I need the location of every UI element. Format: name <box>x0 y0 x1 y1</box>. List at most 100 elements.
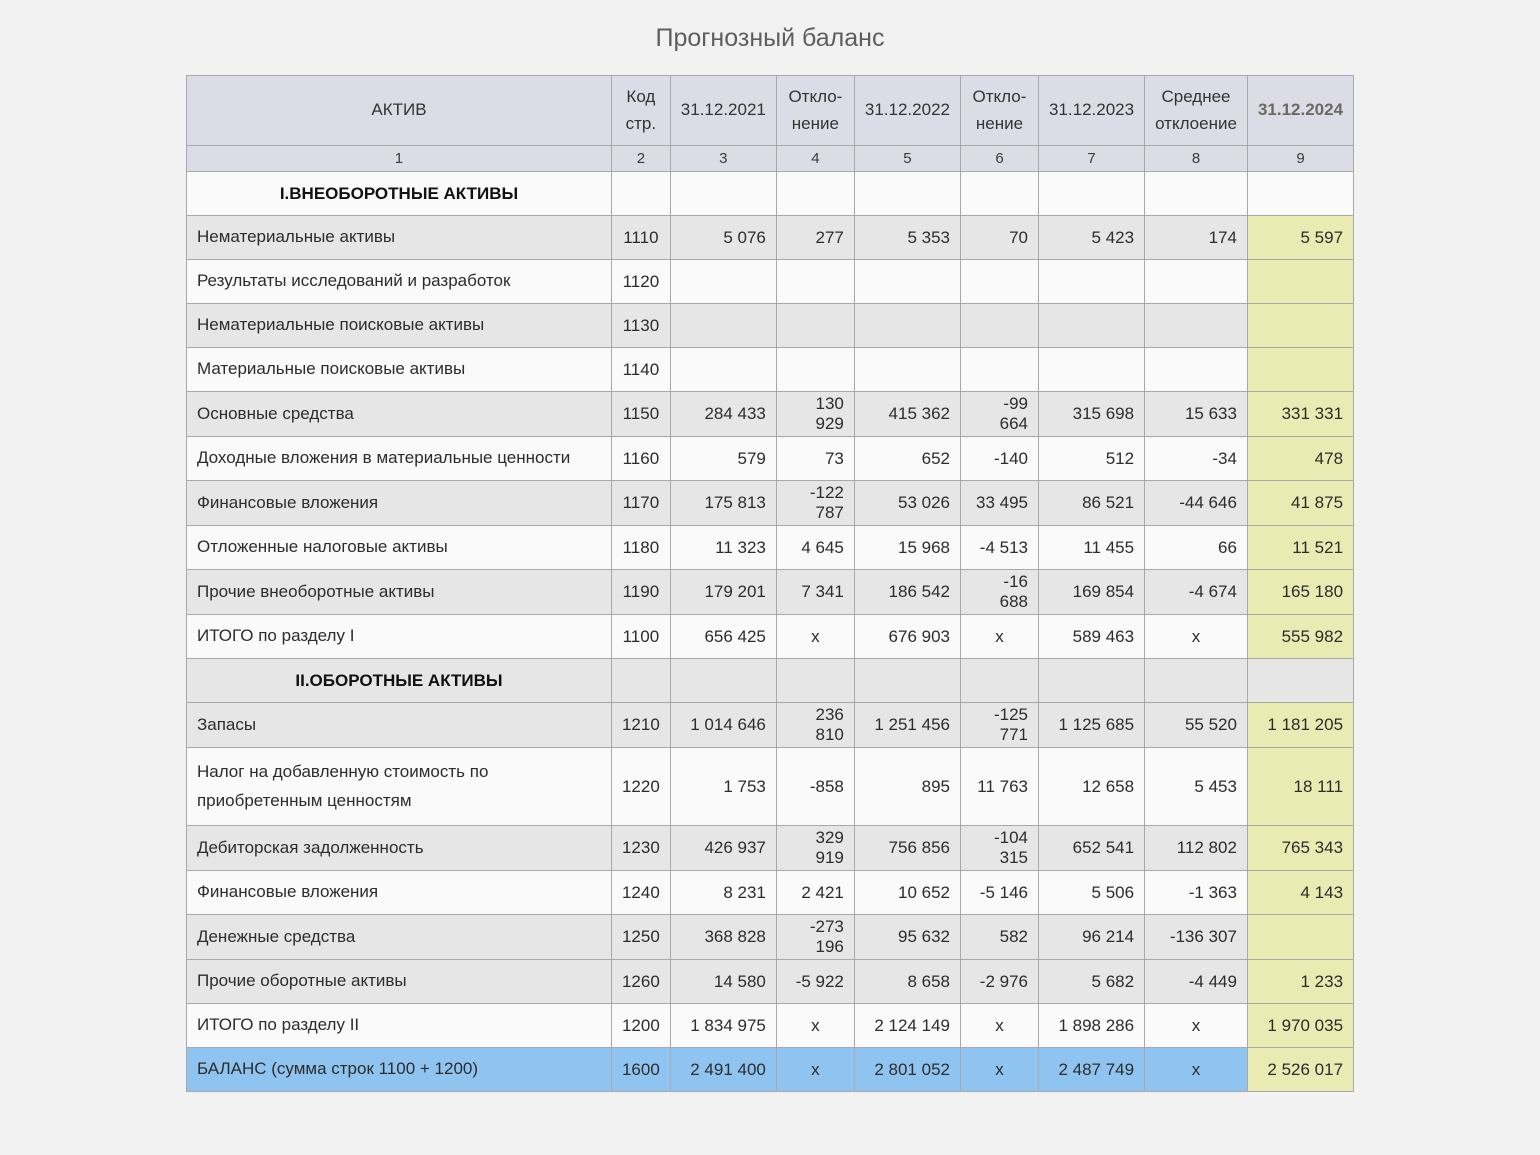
table-head: АКТИВ Код стр. 31.12.2021 Откло- нение 31.12… <box>185 75 1355 172</box>
col-header-dev1: Откло- нение <box>775 75 855 146</box>
data-row: Прочие оборотные активы 1260 14 580 -5 922 8… <box>185 959 1355 1004</box>
data-row: Финансовые вложения 1240 8 231 2 421 10 652-… <box>185 870 1355 915</box>
value-cell-y2023: 86 521 <box>1037 480 1146 526</box>
value-cell-y2021: 175 813 <box>669 480 777 526</box>
asset-name-cell: БАЛАНС (сумма строк 1100 + 1200) <box>185 1047 612 1092</box>
value-cell-y2022: 756 856 <box>853 825 961 871</box>
col-header-aktiv: АКТИВ <box>185 75 612 146</box>
forecast-balance-table: АКТИВ Код стр. 31.12.2021 Откло- нение 31.12… <box>185 75 1355 1092</box>
value-cell-avgdev: -136 307 <box>1144 914 1248 960</box>
value-cell-y2023: 169 854 <box>1037 569 1146 615</box>
col-number-avgdev: 8 <box>1144 145 1248 172</box>
value-cell-y2023 <box>1037 259 1146 304</box>
value-cell-y2022: 53 026 <box>853 480 961 526</box>
value-cell-y2023 <box>1037 347 1146 392</box>
value-cell-y2021: 1 753 <box>669 747 777 826</box>
asset-name-cell: Нематериальные поисковые активы <box>185 303 612 348</box>
value-cell-dev1 <box>775 658 855 703</box>
value-cell-dev1: -273 196 <box>775 914 855 960</box>
code-cell: 1120 <box>610 259 671 304</box>
value-cell-dev2: x <box>959 1047 1039 1092</box>
asset-name-cell: Прочие внеоборотные активы <box>185 569 612 615</box>
value-cell-y2023: 1 898 286 <box>1037 1003 1146 1048</box>
col-number-aktiv: 1 <box>185 145 612 172</box>
code-cell <box>610 171 671 216</box>
value-cell-dev1 <box>775 303 855 348</box>
value-cell-y2021: 14 580 <box>669 959 777 1004</box>
value-cell-avgdev <box>1144 347 1248 392</box>
code-cell: 1220 <box>610 747 671 826</box>
asset-name-cell: Доходные вложения в материальные ценност… <box>185 436 612 481</box>
data-row: Нематериальные активы 1110 5 076 277 5 353 70… <box>185 215 1355 260</box>
asset-name-cell: Основные средства <box>185 391 612 437</box>
value-cell-y2023: 2 487 749 <box>1037 1047 1146 1092</box>
value-cell-dev2 <box>959 658 1039 703</box>
value-cell-y2023: 512 <box>1037 436 1146 481</box>
value-cell-y2022: 15 968 <box>853 525 961 570</box>
value-cell-dev2: -16 688 <box>959 569 1039 615</box>
value-cell-dev2: x <box>959 614 1039 659</box>
value-cell-y2023: 5 423 <box>1037 215 1146 260</box>
value-cell-y2021: 8 231 <box>669 870 777 915</box>
value-cell-dev2: x <box>959 1003 1039 1048</box>
value-cell-y2023: 96 214 <box>1037 914 1146 960</box>
code-cell: 1200 <box>610 1003 671 1048</box>
value-cell-dev1: x <box>775 614 855 659</box>
asset-name-cell: Материальные поисковые активы <box>185 347 612 392</box>
value-cell-y2021: 179 201 <box>669 569 777 615</box>
value-cell-dev1: 329 919 <box>775 825 855 871</box>
value-cell-y2021: 284 433 <box>669 391 777 437</box>
value-cell-dev2 <box>959 171 1039 216</box>
col-number-dev1: 4 <box>775 145 855 172</box>
data-row: Финансовые вложения 1170 175 813 -122 787 53… <box>185 480 1355 526</box>
value-cell-dev1 <box>775 347 855 392</box>
col-number-y2023: 7 <box>1037 145 1146 172</box>
value-cell-y2022: 652 <box>853 436 961 481</box>
data-row: Дебиторская задолженность 1230 426 937 329 … <box>185 825 1355 871</box>
value-cell-y2021 <box>669 347 777 392</box>
table-body: I.ВНЕОБОРОТНЫЕ АКТИВЫ Нематериальные акти… <box>185 171 1355 1092</box>
value-cell-avgdev: -4 449 <box>1144 959 1248 1004</box>
value-cell-avgdev: -1 363 <box>1144 870 1248 915</box>
asset-name-cell: Отложенные налоговые активы <box>185 525 612 570</box>
value-cell-dev2 <box>959 347 1039 392</box>
value-cell-y2024: 18 111 <box>1246 747 1355 826</box>
value-cell-y2023: 11 455 <box>1037 525 1146 570</box>
value-cell-y2021: 426 937 <box>669 825 777 871</box>
col-header-code: Код стр. <box>610 75 671 146</box>
asset-name-cell: ИТОГО по разделу I <box>185 614 612 659</box>
section-title-cell: II.ОБОРОТНЫЕ АКТИВЫ <box>185 658 612 703</box>
value-cell-dev2: 33 495 <box>959 480 1039 526</box>
balance-row: БАЛАНС (сумма строк 1100 + 1200) 1600 2 49… <box>185 1047 1355 1092</box>
value-cell-avgdev: 66 <box>1144 525 1248 570</box>
value-cell-dev2: 11 763 <box>959 747 1039 826</box>
code-cell: 1250 <box>610 914 671 960</box>
value-cell-dev2: -2 976 <box>959 959 1039 1004</box>
value-cell-dev2: 582 <box>959 914 1039 960</box>
code-cell: 1260 <box>610 959 671 1004</box>
value-cell-dev1: 130 929 <box>775 391 855 437</box>
value-cell-y2021: 2 491 400 <box>669 1047 777 1092</box>
value-cell-y2023: 589 463 <box>1037 614 1146 659</box>
value-cell-dev1: x <box>775 1047 855 1092</box>
value-cell-y2023: 315 698 <box>1037 391 1146 437</box>
value-cell-dev2: -140 <box>959 436 1039 481</box>
col-number-dev2: 6 <box>959 145 1039 172</box>
section-row: I.ВНЕОБОРОТНЫЕ АКТИВЫ <box>185 171 1355 216</box>
code-cell: 1240 <box>610 870 671 915</box>
data-row: Налог на добавленную стоимость по приобр… <box>185 747 1355 826</box>
code-cell: 1170 <box>610 480 671 526</box>
col-header-y2021: 31.12.2021 <box>669 75 777 146</box>
value-cell-y2024: 165 180 <box>1246 569 1355 615</box>
value-cell-y2023: 1 125 685 <box>1037 702 1146 748</box>
value-cell-y2024 <box>1246 914 1355 960</box>
col-header-y2024: 31.12.2024 <box>1246 75 1355 146</box>
value-cell-dev1: 236 810 <box>775 702 855 748</box>
asset-name-cell: Финансовые вложения <box>185 480 612 526</box>
value-cell-y2022: 5 353 <box>853 215 961 260</box>
value-cell-y2024 <box>1246 259 1355 304</box>
code-cell: 1230 <box>610 825 671 871</box>
value-cell-y2021: 5 076 <box>669 215 777 260</box>
value-cell-dev1: -122 787 <box>775 480 855 526</box>
